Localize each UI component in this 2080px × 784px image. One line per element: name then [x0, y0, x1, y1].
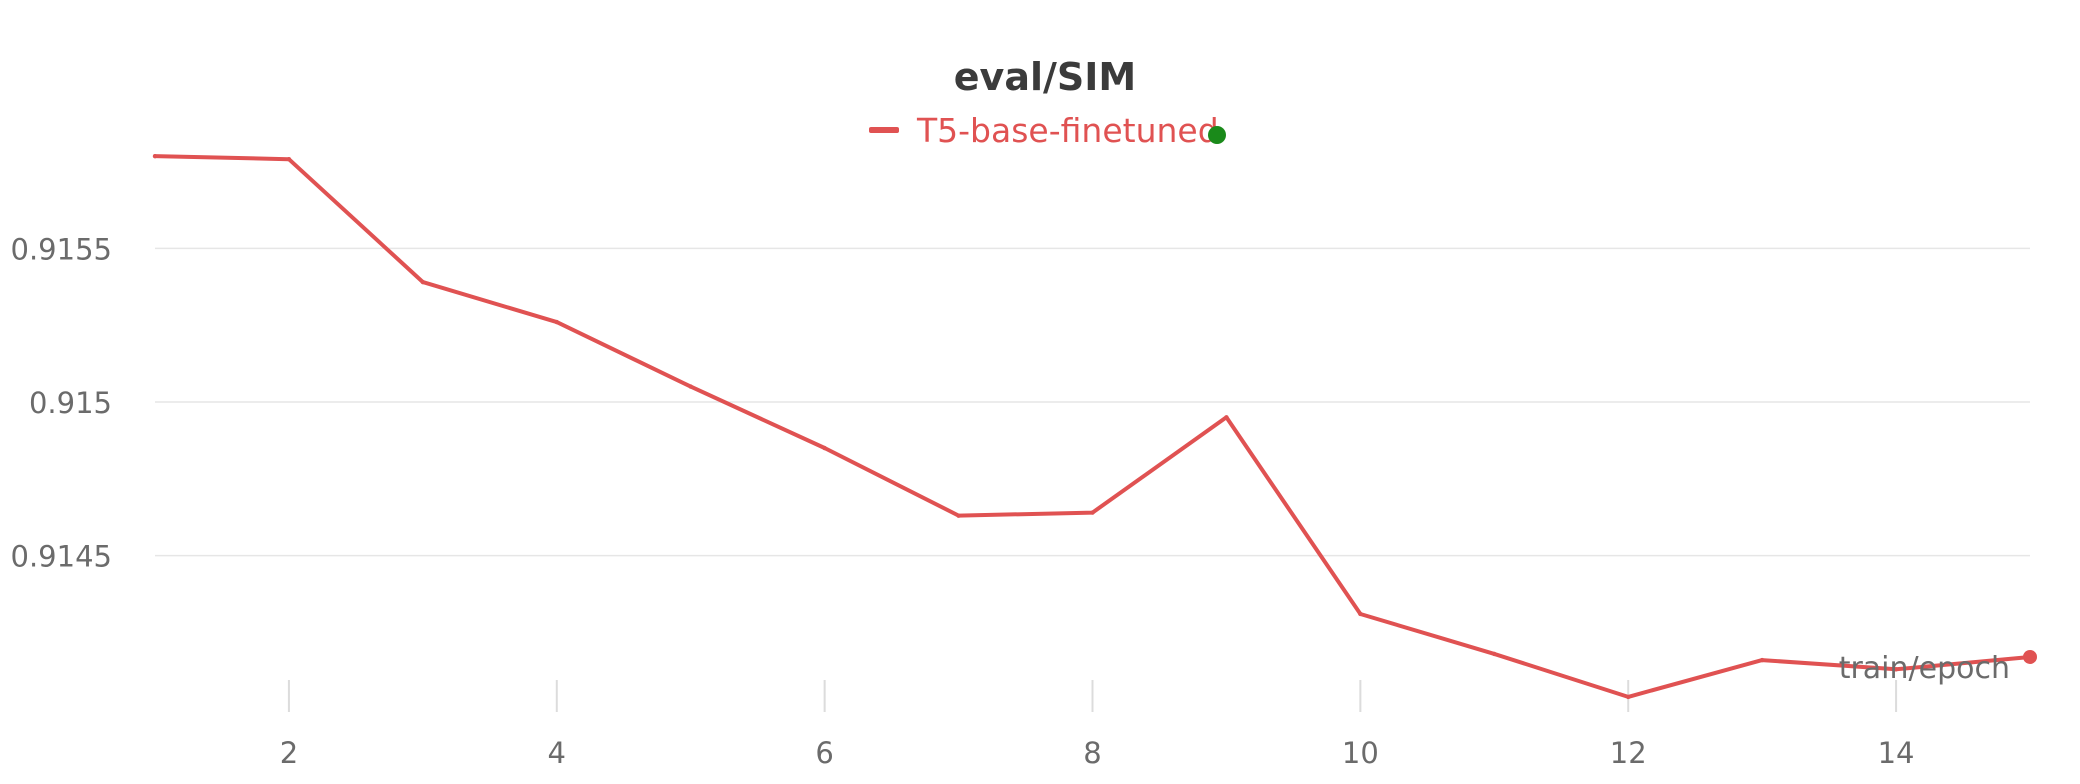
y-axis: 0.9145 0.915 0.9155	[11, 232, 112, 573]
legend-swatch	[869, 127, 899, 133]
y-tick-label: 0.915	[29, 386, 112, 420]
x-tick-label: 6	[815, 736, 833, 770]
x-tick-label: 10	[1342, 736, 1379, 770]
data-point[interactable]	[286, 157, 292, 162]
data-point[interactable]	[420, 279, 426, 285]
last-point-marker[interactable]	[2023, 649, 2037, 664]
x-tick-label: 12	[1610, 736, 1647, 770]
x-tick-label: 4	[548, 736, 566, 770]
run-status-dot	[1208, 126, 1226, 144]
y-tick-label: 0.9155	[11, 232, 112, 266]
y-tick-label: 0.9145	[11, 540, 112, 574]
x-tick-label: 2	[280, 736, 298, 770]
data-point[interactable]	[1626, 694, 1631, 700]
data-point[interactable]	[1492, 651, 1497, 657]
x-tick-label: 14	[1878, 736, 1915, 770]
data-point[interactable]	[554, 319, 559, 325]
x-axis-label: train/epoch	[1839, 651, 2010, 686]
data-point[interactable]	[688, 384, 693, 389]
legend-label-t5-base-finetuned[interactable]: T5-base-finetuned	[916, 111, 1219, 150]
chart-title: eval/SIM	[954, 55, 1136, 99]
data-point[interactable]	[956, 513, 961, 518]
grid-layer	[155, 247, 2030, 557]
x-tick-label: 8	[1083, 736, 1101, 770]
series-line-t5-base-finetuned[interactable]	[153, 154, 2032, 699]
series-layer	[152, 153, 2037, 700]
data-point[interactable]	[1090, 510, 1095, 515]
data-point[interactable]	[1224, 415, 1229, 420]
data-point[interactable]	[1358, 611, 1363, 617]
x-axis: 2 4 6 8 10 12 14	[280, 680, 1915, 770]
data-point[interactable]	[822, 445, 827, 451]
data-point[interactable]	[1759, 657, 1765, 663]
data-point[interactable]	[1893, 667, 1899, 672]
data-point[interactable]	[152, 153, 158, 159]
legend[interactable]: T5-base-finetuned	[869, 111, 1226, 150]
